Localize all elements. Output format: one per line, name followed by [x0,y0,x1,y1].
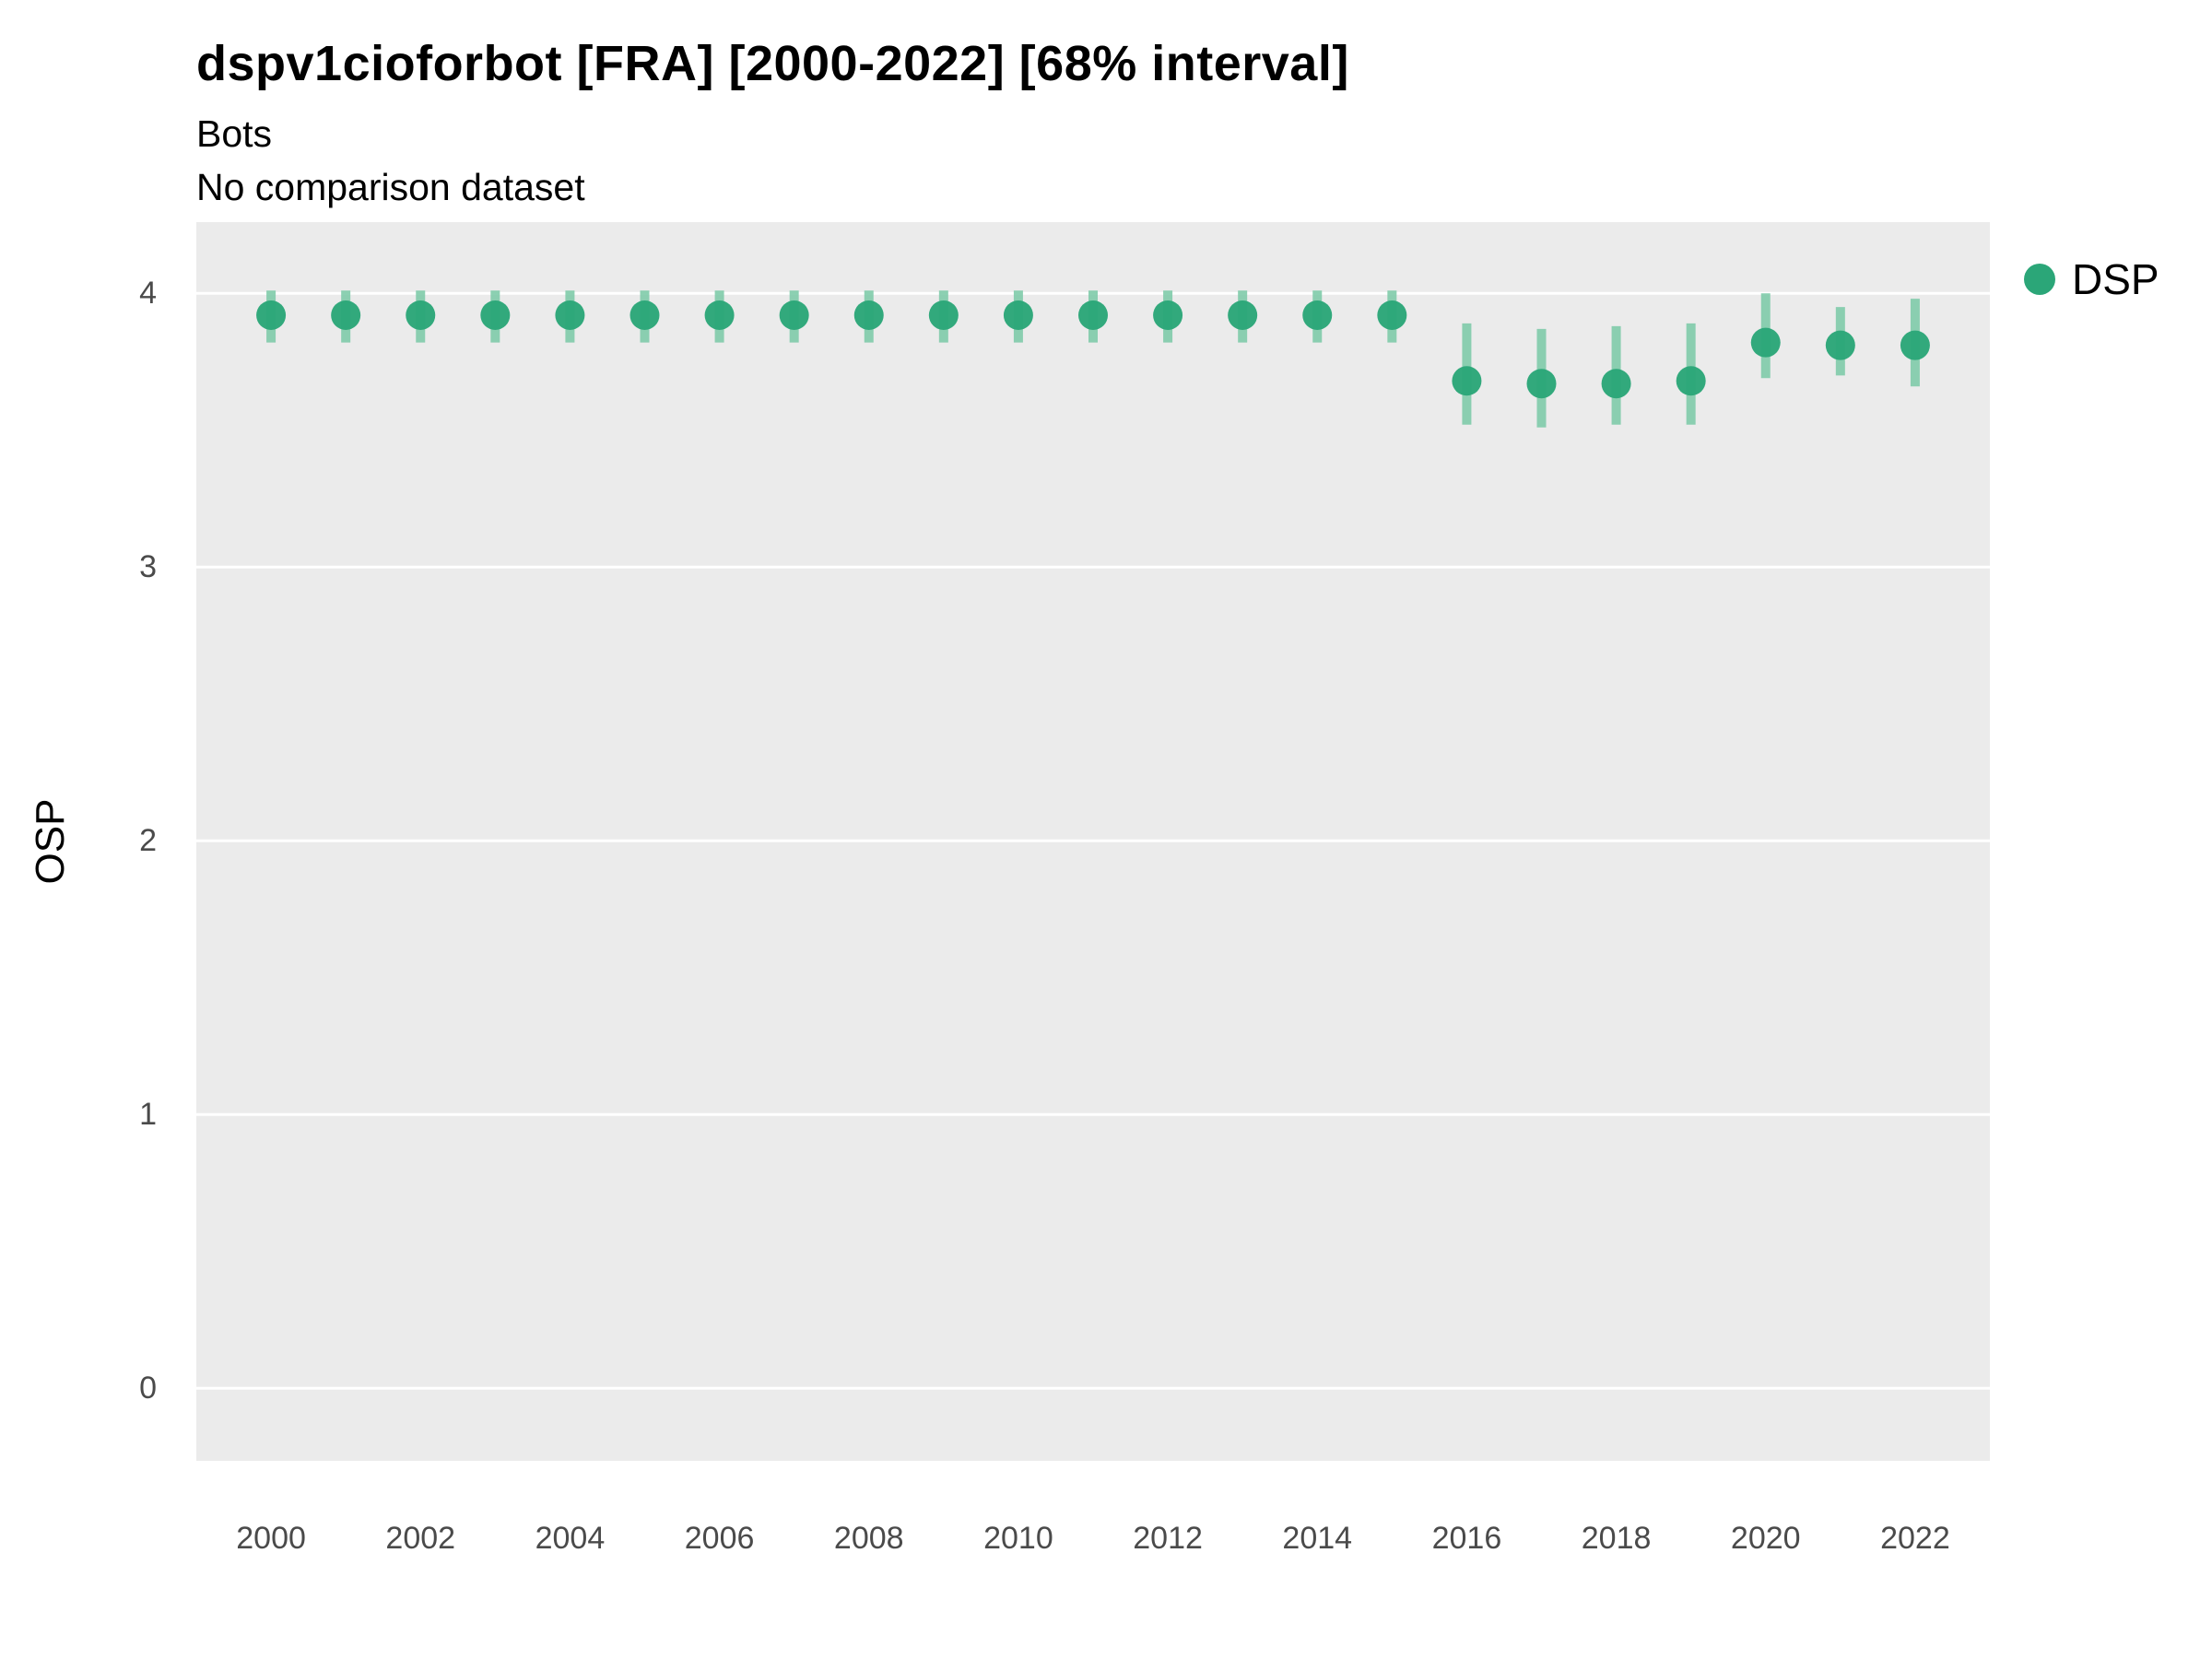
y-tick-label: 0 [139,1371,157,1406]
data-point [256,300,287,330]
data-point [1825,330,1855,360]
legend: DSP [2024,254,2159,304]
chart-note: No comparison dataset [196,166,585,208]
legend-point-icon [2024,264,2055,295]
data-point [629,300,660,330]
data-point [1302,300,1333,330]
y-tick-label: 1 [139,1097,157,1133]
x-tick-label: 2006 [684,1521,755,1556]
x-tick-label: 2018 [1581,1521,1652,1556]
data-point [1900,330,1930,360]
data-point [704,300,735,330]
data-point [555,300,585,330]
data-point [1452,366,1482,396]
x-tick-label: 2016 [1431,1521,1502,1556]
legend-label: DSP [2072,255,2159,303]
data-point [1377,300,1407,330]
data-point [480,300,511,330]
data-point [1676,366,1706,396]
x-tick-label: 2004 [535,1521,606,1556]
y-tick-label: 4 [139,276,157,312]
plot-panel [196,222,1990,1461]
x-tick-label: 2014 [1282,1521,1353,1556]
data-point [406,300,436,330]
data-point [1750,327,1781,358]
x-tick-label: 2022 [1880,1521,1950,1556]
y-tick-label: 2 [139,823,157,859]
plot-svg [196,290,1990,1390]
x-tick-label: 2002 [385,1521,456,1556]
data-point [1078,300,1108,330]
chart-subtitle: Bots [196,112,273,155]
x-tick-label: 2008 [833,1521,904,1556]
data-point [928,300,959,330]
y-tick-label: 3 [139,549,157,585]
data-point [779,300,809,330]
chart-title: dspv1cioforbot [FRA] [2000-2022] [68% in… [196,36,1349,91]
x-tick-label: 2000 [236,1521,306,1556]
data-point [1153,300,1183,330]
data-point [1003,300,1033,330]
data-point [1601,369,1631,399]
x-tick-label: 2012 [1133,1521,1203,1556]
x-tick-label: 2020 [1730,1521,1801,1556]
data-point [1526,369,1557,399]
x-tick-label: 2010 [983,1521,1053,1556]
data-point [331,300,361,330]
data-point [1228,300,1258,330]
data-point [853,300,884,330]
